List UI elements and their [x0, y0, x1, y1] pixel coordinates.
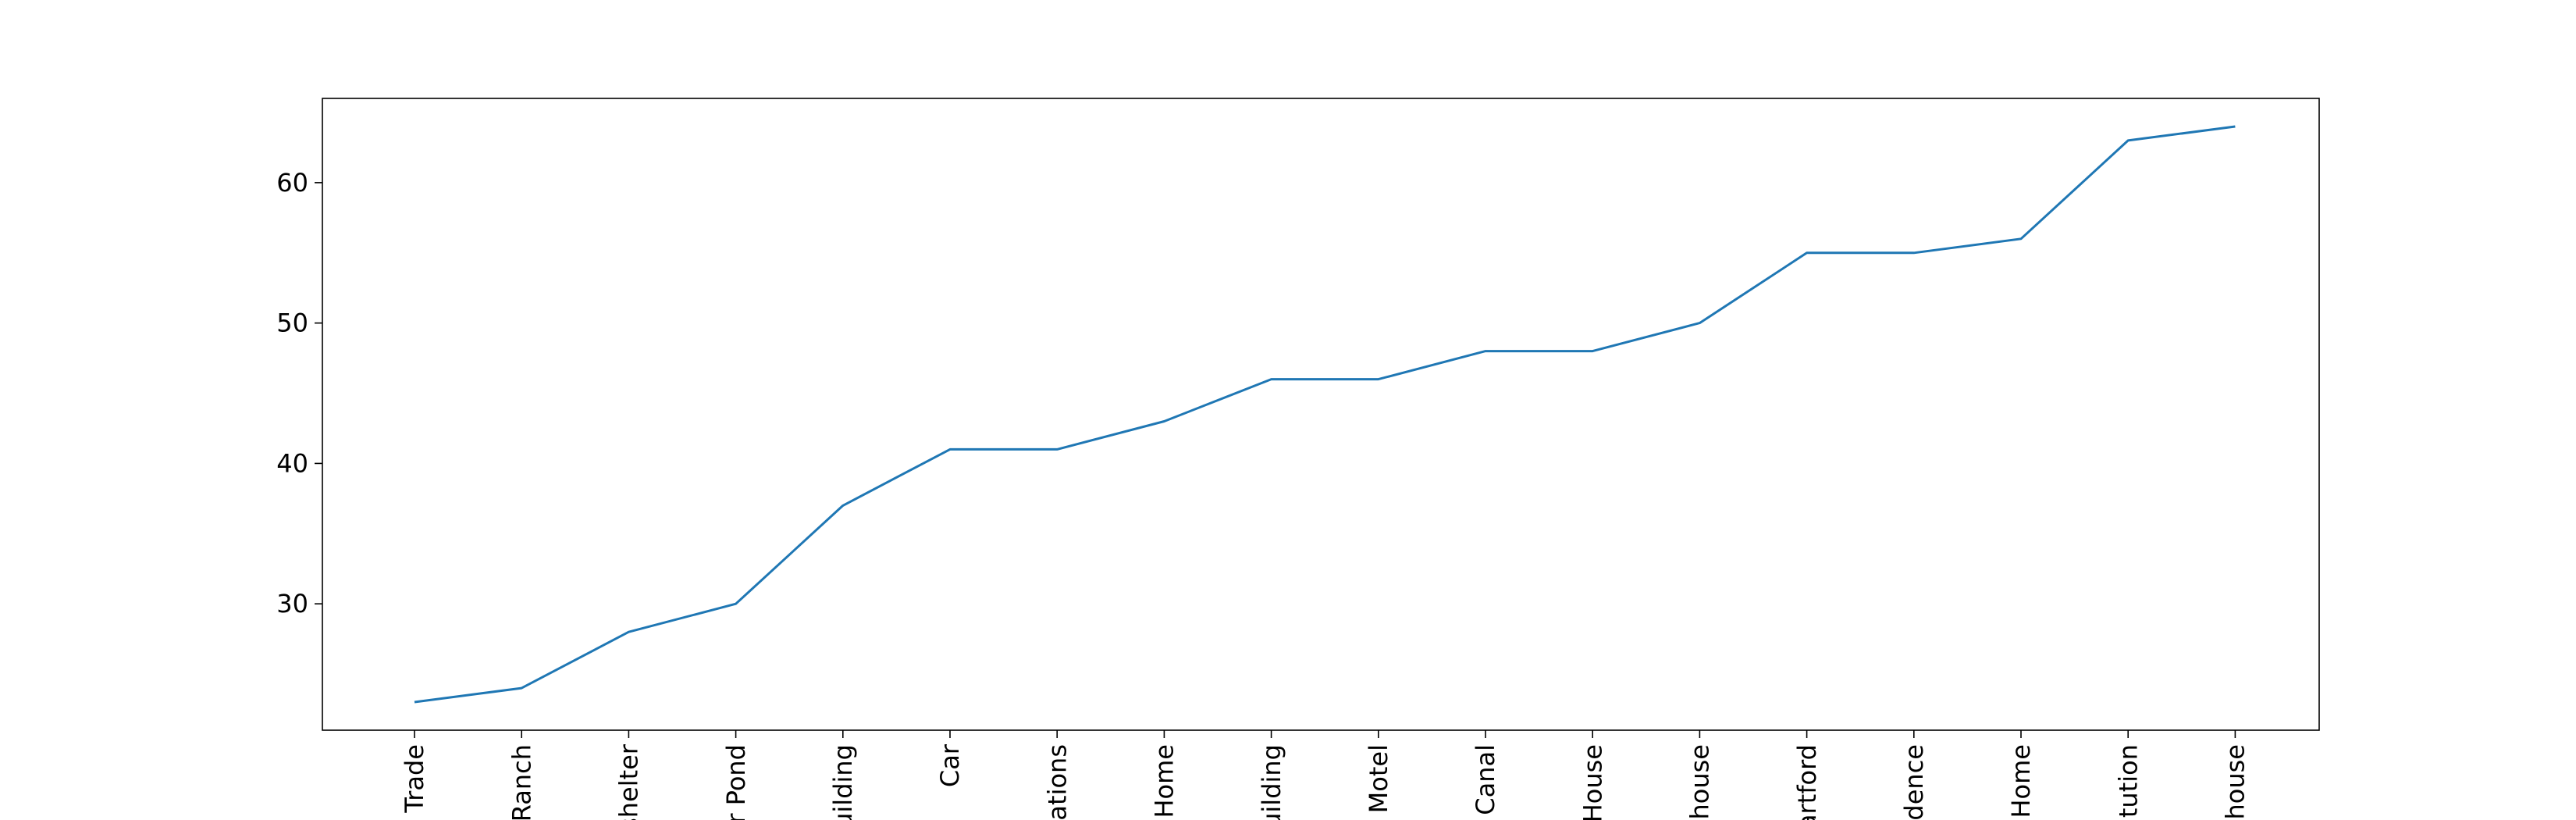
- axes-frame: [322, 98, 2320, 731]
- x-tick-label: uilding: [1257, 744, 1286, 820]
- x-tick-label: s Home: [1150, 744, 1179, 820]
- y-tick-label: 50: [276, 308, 308, 338]
- x-tick-label: citution: [2113, 744, 2143, 820]
- x-tick-label: , Trade: [400, 744, 429, 820]
- x-tick-label: ehouse: [1685, 744, 1715, 820]
- x-tick-label: artford: [1792, 744, 1822, 820]
- y-tick-label: 40: [276, 448, 308, 478]
- x-axis-ticks: , Trade Ranch shelter or Pond uilding Car cati…: [400, 730, 2250, 820]
- x-tick-label: uilding: [828, 744, 858, 820]
- y-tick-label: 60: [276, 168, 308, 198]
- x-tick-label: idence: [1899, 744, 1929, 820]
- x-tick-label: or Pond: [721, 744, 751, 820]
- x-tick-label: cations: [1042, 744, 1072, 820]
- x-tick-label: : Home: [2006, 744, 2036, 820]
- x-tick-label: r house: [2221, 744, 2250, 820]
- x-tick-label: Car: [935, 743, 965, 787]
- series-group: [414, 125, 2236, 704]
- x-tick-label: shelter: [614, 743, 644, 820]
- x-tick-label: House: [1578, 744, 1607, 820]
- series-line: [414, 125, 2236, 704]
- x-tick-label: r Canal: [1471, 744, 1500, 820]
- x-tick-label: Ranch: [507, 744, 536, 820]
- y-tick-label: 30: [276, 589, 308, 619]
- y-axis-ticks: 30 40 50 60: [276, 168, 322, 619]
- x-tick-label: Motel: [1364, 744, 1393, 813]
